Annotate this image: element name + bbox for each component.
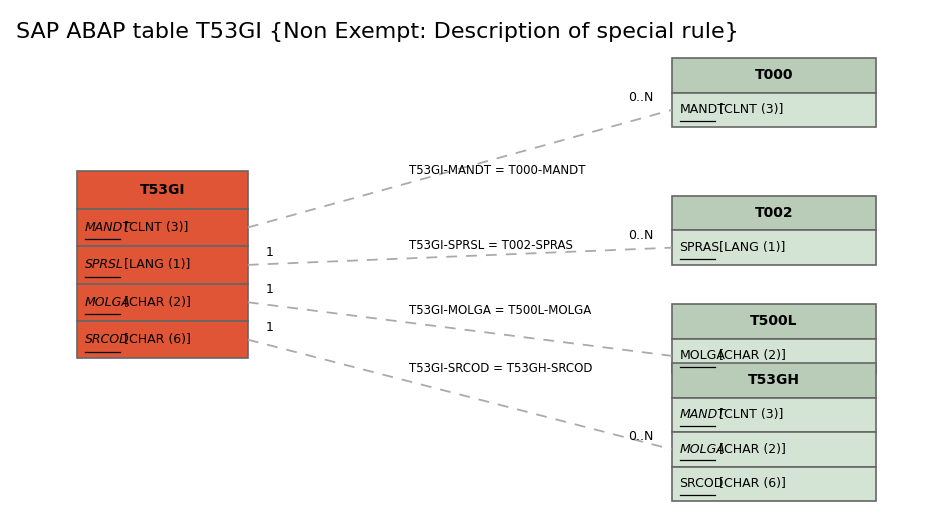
FancyBboxPatch shape — [672, 398, 876, 432]
FancyBboxPatch shape — [78, 209, 248, 246]
Text: T53GI: T53GI — [140, 183, 185, 197]
Text: MANDT: MANDT — [680, 408, 725, 421]
FancyBboxPatch shape — [672, 467, 876, 501]
FancyBboxPatch shape — [78, 284, 248, 321]
Text: [CHAR (6)]: [CHAR (6)] — [715, 477, 785, 490]
FancyBboxPatch shape — [78, 171, 248, 209]
Text: [CLNT (3)]: [CLNT (3)] — [715, 104, 783, 116]
Text: 0..N: 0..N — [628, 91, 653, 104]
FancyBboxPatch shape — [672, 363, 876, 398]
Text: MANDT: MANDT — [680, 104, 725, 116]
Text: SPRSL: SPRSL — [85, 259, 124, 271]
Text: [CHAR (2)]: [CHAR (2)] — [715, 349, 785, 363]
Text: T000: T000 — [755, 68, 794, 82]
Text: [LANG (1)]: [LANG (1)] — [715, 241, 785, 254]
Text: MOLGA: MOLGA — [85, 296, 130, 309]
FancyBboxPatch shape — [672, 339, 876, 373]
Text: T500L: T500L — [750, 315, 798, 329]
Text: 1: 1 — [265, 246, 273, 259]
Text: [CLNT (3)]: [CLNT (3)] — [715, 408, 783, 421]
Text: SRCOD: SRCOD — [85, 333, 130, 346]
Text: MANDT: MANDT — [85, 221, 131, 234]
Text: T53GI-SPRSL = T002-SPRAS: T53GI-SPRSL = T002-SPRAS — [409, 239, 573, 252]
Text: [CHAR (2)]: [CHAR (2)] — [120, 296, 191, 309]
Text: [LANG (1)]: [LANG (1)] — [120, 259, 191, 271]
FancyBboxPatch shape — [78, 246, 248, 284]
Text: [CLNT (3)]: [CLNT (3)] — [120, 221, 189, 234]
Text: [CHAR (6)]: [CHAR (6)] — [120, 333, 191, 346]
FancyBboxPatch shape — [672, 432, 876, 467]
Text: 1: 1 — [265, 321, 273, 334]
Text: 0..N: 0..N — [628, 431, 653, 443]
Text: SRCOD: SRCOD — [680, 477, 724, 490]
FancyBboxPatch shape — [672, 93, 876, 127]
FancyBboxPatch shape — [672, 196, 876, 230]
FancyBboxPatch shape — [672, 230, 876, 265]
Text: [CHAR (2)]: [CHAR (2)] — [715, 443, 785, 456]
Text: 1: 1 — [265, 283, 273, 296]
Text: MOLGA: MOLGA — [680, 443, 725, 456]
Text: 0..N: 0..N — [628, 229, 653, 242]
FancyBboxPatch shape — [78, 321, 248, 358]
Text: SAP ABAP table T53GI {Non Exempt: Description of special rule}: SAP ABAP table T53GI {Non Exempt: Descri… — [16, 22, 738, 42]
Text: MOLGA: MOLGA — [680, 349, 725, 363]
Text: SPRAS: SPRAS — [680, 241, 720, 254]
Text: T002: T002 — [755, 206, 794, 220]
Text: T53GI-MOLGA = T500L-MOLGA: T53GI-MOLGA = T500L-MOLGA — [409, 304, 591, 317]
FancyBboxPatch shape — [672, 304, 876, 339]
FancyBboxPatch shape — [672, 58, 876, 93]
Text: T53GH: T53GH — [748, 373, 800, 387]
Text: T53GI-SRCOD = T53GH-SRCOD: T53GI-SRCOD = T53GH-SRCOD — [409, 363, 592, 375]
Text: T53GI-MANDT = T000-MANDT: T53GI-MANDT = T000-MANDT — [409, 164, 586, 177]
